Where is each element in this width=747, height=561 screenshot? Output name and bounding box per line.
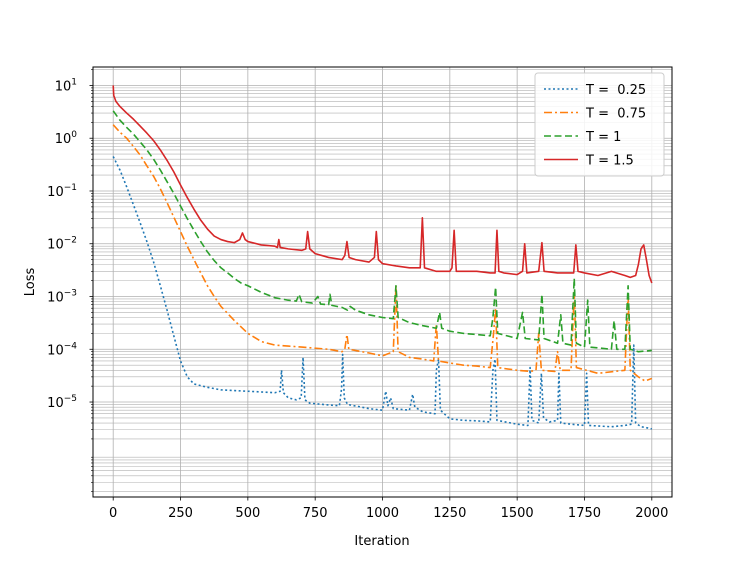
legend: T = 0.25 T = 0.75 T = 1 T = 1.5: [534, 72, 665, 177]
series-line-1: [112, 156, 652, 430]
x-tick-label: 1000: [366, 506, 399, 521]
y-tick-label: 10−5: [47, 394, 77, 411]
x-tick-label: 1750: [568, 506, 601, 521]
x-tick-label: 250: [168, 506, 193, 521]
legend-box: [534, 72, 665, 177]
x-axis: 0 250 500 750 1000 1250 1500 1750 2000: [109, 497, 668, 521]
y-tick-label: 101: [55, 77, 77, 94]
x-axis-title: Iteration: [354, 534, 409, 549]
x-tick-label: 1250: [433, 506, 466, 521]
series-layer: [112, 85, 653, 430]
y-axis-title: Loss: [23, 268, 38, 297]
legend-label: T = 0.25: [585, 83, 646, 98]
y-tick-label: 100: [55, 130, 78, 147]
series-line-3: [112, 110, 652, 353]
y-tick-label: 10−2: [47, 236, 77, 253]
legend-label: T = 0.75: [585, 107, 646, 122]
x-tick-label: 2000: [635, 506, 668, 521]
x-tick-label: 750: [303, 506, 328, 521]
x-tick-label: 0: [109, 506, 117, 521]
series-line-4: [112, 85, 653, 284]
y-tick-label: 10−1: [47, 183, 77, 200]
y-axis: 101 100 10−1 10−2 10−3 10−4 10−5: [47, 77, 93, 411]
y-tick-label: 10−4: [47, 341, 77, 358]
series-line-2: [112, 124, 653, 382]
legend-label: T = 1: [585, 130, 621, 145]
legend-label: T = 1.5: [585, 154, 634, 169]
y-tick-label: 10−3: [47, 289, 77, 306]
x-tick-label: 500: [235, 506, 260, 521]
x-tick-label: 1500: [501, 506, 534, 521]
